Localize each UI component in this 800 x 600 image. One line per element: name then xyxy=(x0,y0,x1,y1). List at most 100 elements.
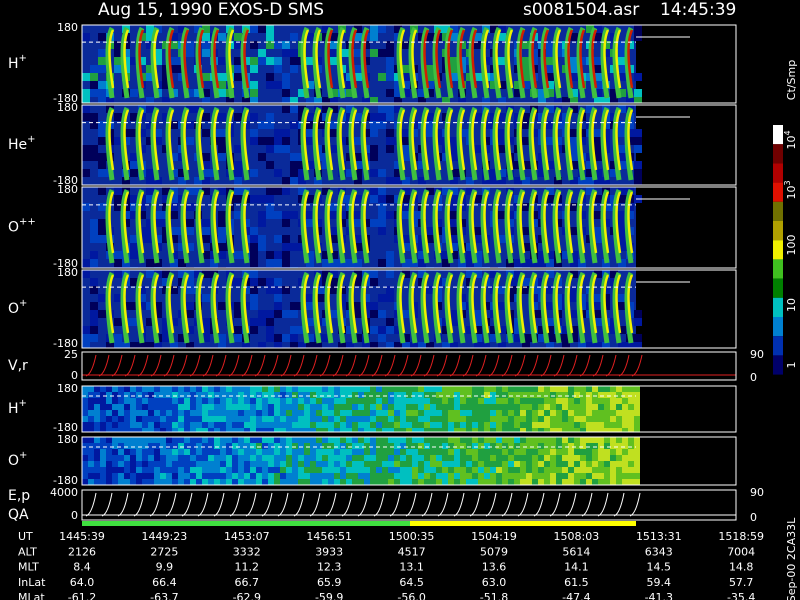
spectrogram-cell xyxy=(622,473,628,479)
streak xyxy=(336,106,346,181)
spectrogram-cell xyxy=(316,422,322,428)
spectrogram-cell xyxy=(474,270,482,278)
spectrogram-cell xyxy=(364,404,370,410)
spectrogram-cell xyxy=(100,455,106,461)
spectrogram-cell xyxy=(328,398,334,404)
streak xyxy=(351,274,358,334)
streak xyxy=(552,271,562,344)
spectrogram-cell xyxy=(322,404,328,410)
spectrogram-cell xyxy=(118,404,124,410)
spectrogram-cell xyxy=(88,443,94,449)
spectrogram-cell xyxy=(266,326,274,334)
spectrogram-cell xyxy=(514,259,522,267)
spectrogram-cell xyxy=(290,310,298,318)
spectrogram-cell xyxy=(282,310,290,318)
streak xyxy=(180,26,190,99)
spectrogram-cell xyxy=(98,203,106,211)
spectrogram-cell xyxy=(354,211,362,219)
spectrogram-cell xyxy=(232,437,238,443)
streak xyxy=(312,188,322,264)
streak xyxy=(153,274,160,334)
spectrogram-cell xyxy=(616,386,622,392)
spectrogram-cell xyxy=(196,422,202,428)
panel-label: H+ xyxy=(8,53,27,72)
spectrogram-cell xyxy=(250,392,256,398)
spectrogram-cell xyxy=(160,404,166,410)
spectrogram-cell xyxy=(338,137,346,145)
spectrogram-cell xyxy=(226,473,232,479)
spectrogram-cell xyxy=(338,294,346,302)
spectrogram-cell xyxy=(400,437,406,443)
spectrogram-cell xyxy=(508,428,514,432)
spectrogram-cell xyxy=(346,455,352,461)
spectrogram-cell xyxy=(82,392,88,398)
spectrogram-cell xyxy=(306,251,314,259)
trace xyxy=(85,354,643,377)
spectrogram-cell xyxy=(172,473,178,479)
spectrogram-cell xyxy=(442,443,448,449)
spectrogram-cell xyxy=(186,203,194,211)
spectrogram-cell xyxy=(370,270,378,278)
spectrogram-cell xyxy=(100,473,106,479)
spectrogram-cell xyxy=(214,461,220,467)
spectrogram-cell xyxy=(106,410,112,416)
spectrogram-cell xyxy=(568,386,574,392)
cell: 66.4 xyxy=(152,576,177,589)
spectrogram-cell xyxy=(282,211,290,219)
spectrogram-cell xyxy=(502,467,508,473)
spectrogram-cell xyxy=(598,428,604,432)
spectrogram-cell xyxy=(122,137,130,145)
spectrogram-cell xyxy=(586,177,594,185)
spectrogram-cell xyxy=(226,386,232,392)
spectrogram-cell xyxy=(478,398,484,404)
spectrogram-cell xyxy=(574,437,580,443)
spectrogram-cell xyxy=(616,398,622,404)
streak xyxy=(540,271,550,344)
spectrogram-cell xyxy=(400,404,406,410)
spectrogram-cell xyxy=(550,437,556,443)
streak xyxy=(612,106,622,181)
streak xyxy=(468,271,478,344)
spectrogram-cell xyxy=(382,398,388,404)
panel-label: O+ xyxy=(8,450,27,469)
spectrogram-cell xyxy=(172,455,178,461)
spectrogram-cell xyxy=(568,398,574,404)
spectrogram-cell xyxy=(202,25,210,33)
spectrogram-cell xyxy=(570,334,578,342)
spectrogram-cell xyxy=(598,398,604,404)
spectrogram-cell xyxy=(282,286,290,294)
spectrogram-cell xyxy=(430,461,436,467)
spectrogram-cell xyxy=(106,386,112,392)
spectrogram-cell xyxy=(226,422,232,428)
spectrogram-cell xyxy=(178,404,184,410)
spectrogram-cell xyxy=(88,410,94,416)
spectrogram-cell xyxy=(412,404,418,410)
spectrogram-cell xyxy=(322,105,330,113)
spectrogram-cell xyxy=(298,392,304,398)
spectrogram-cell xyxy=(250,195,258,203)
spectrogram-cell xyxy=(124,473,130,479)
spectrogram-cell xyxy=(556,386,562,392)
spectrogram-cell xyxy=(138,129,146,137)
streak xyxy=(567,274,574,334)
spectrogram-cell xyxy=(502,473,508,479)
spectrogram-cell xyxy=(400,398,406,404)
spectrogram-cell xyxy=(418,392,424,398)
spectrogram-cell xyxy=(250,386,256,392)
spectrogram-cell xyxy=(340,461,346,467)
streak xyxy=(138,191,145,254)
spectrogram-cell xyxy=(82,342,90,348)
spectrogram-cell xyxy=(82,386,88,392)
spectrogram-cell xyxy=(202,455,208,461)
spectrogram-cell xyxy=(280,467,286,473)
spectrogram-cell xyxy=(250,398,256,404)
spectrogram-cell xyxy=(330,278,338,286)
spectrogram-cell xyxy=(474,326,482,334)
spectrogram-cell xyxy=(244,443,250,449)
streak xyxy=(480,271,490,344)
spectrogram-cell xyxy=(618,211,626,219)
spectrogram-cell xyxy=(268,473,274,479)
spectrogram-cell xyxy=(574,410,580,416)
spectrogram-cell xyxy=(202,97,210,103)
spectrogram-cell xyxy=(274,41,282,49)
